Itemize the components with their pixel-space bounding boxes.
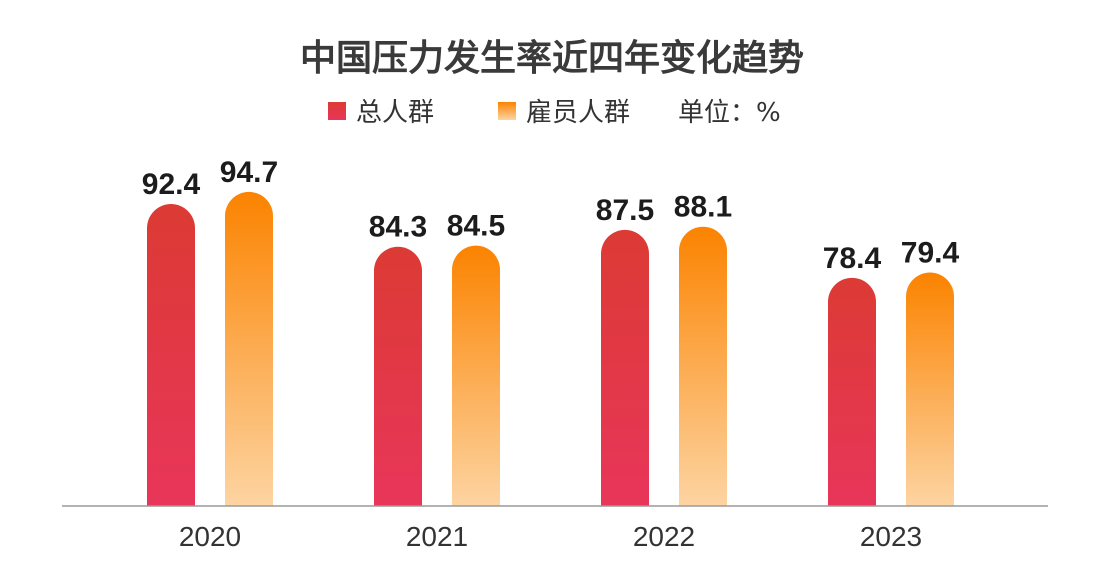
bar-total-2023 (828, 277, 876, 506)
value-label-employee-2022: 88.1 (674, 191, 732, 224)
legend-swatch-total (328, 102, 346, 120)
value-label-total-2021: 84.3 (369, 211, 427, 244)
value-label-employee-2021: 84.5 (447, 210, 505, 243)
value-label-total-2020: 92.4 (142, 168, 201, 201)
bar-employee-2022 (679, 226, 727, 506)
bar-total-2022 (601, 229, 649, 506)
bar-employee-2021 (452, 245, 500, 507)
x-axis-ticks: 2020 2021 2022 2023 (179, 521, 922, 552)
x-tick-2022: 2022 (633, 521, 695, 552)
x-tick-2023: 2023 (860, 521, 922, 552)
legend-swatch-employee (498, 102, 516, 120)
bar-total-2020 (147, 204, 195, 506)
x-tick-2021: 2021 (406, 521, 468, 552)
value-label-total-2023: 78.4 (823, 242, 882, 275)
unit-label: 单位：% (678, 98, 781, 128)
bars-group (147, 191, 954, 507)
legend: 总人群 雇员人群 单位：% (328, 98, 781, 128)
value-labels-group: 92.4 94.7 84.3 84.5 87.5 88.1 78.4 79.4 (142, 156, 960, 275)
value-label-total-2022: 87.5 (596, 194, 654, 227)
bar-total-2021 (374, 246, 422, 506)
x-tick-2020: 2020 (179, 521, 241, 552)
value-label-employee-2020: 94.7 (220, 156, 278, 189)
bar-employee-2023 (906, 272, 954, 506)
legend-label-employee: 雇员人群 (526, 98, 630, 128)
legend-label-total: 总人群 (356, 98, 434, 128)
chart-title: 中国压力发生率近四年变化趋势 (300, 37, 804, 79)
value-label-employee-2023: 79.4 (901, 237, 960, 270)
bar-employee-2020 (225, 191, 273, 506)
